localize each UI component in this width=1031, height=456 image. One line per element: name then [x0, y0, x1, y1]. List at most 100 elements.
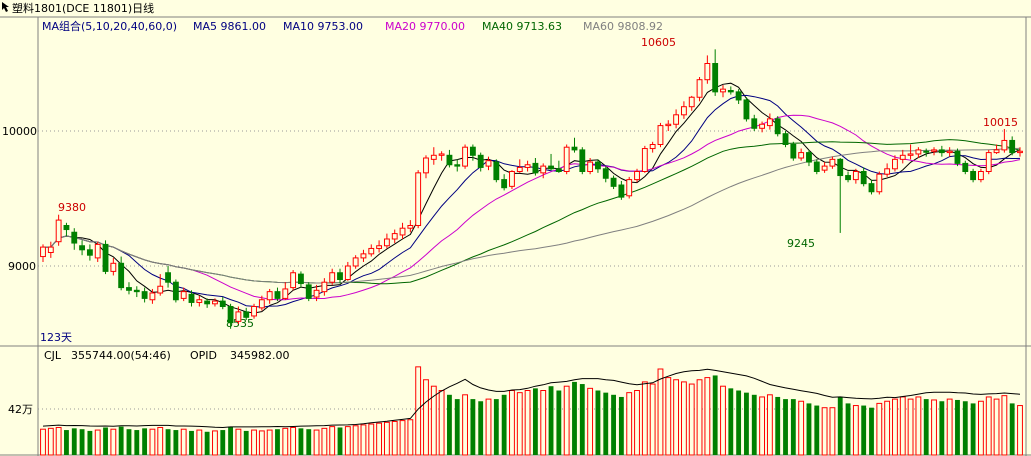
candle-body	[680, 106, 687, 116]
candle-body	[149, 292, 156, 301]
annot-mid-low: 9245	[787, 237, 815, 250]
candle-body	[868, 183, 875, 193]
candle	[63, 222, 70, 237]
volume-bar	[399, 420, 406, 456]
candle-body	[360, 253, 367, 259]
volume-bar	[79, 429, 85, 455]
candle-body	[602, 168, 609, 179]
volume-bar	[587, 387, 594, 456]
candle-body	[86, 249, 93, 256]
candle-body	[352, 257, 359, 267]
arrow-icon[interactable]	[2, 2, 9, 12]
candle	[126, 282, 132, 295]
candle	[477, 152, 484, 172]
candle	[759, 121, 765, 133]
candle-body	[579, 149, 586, 172]
volume-bar	[876, 402, 883, 456]
candle-body	[282, 288, 289, 299]
candle	[196, 295, 203, 307]
candle-body	[524, 164, 531, 168]
candle	[790, 141, 797, 161]
volume-bar	[204, 431, 210, 455]
candle-body	[923, 150, 930, 153]
ma-label-1: MA10 9753.00	[283, 20, 363, 33]
volume-bar	[790, 399, 796, 455]
volume-bar	[306, 429, 312, 455]
candle	[305, 282, 312, 302]
candle-body	[55, 219, 62, 243]
volume-bar	[478, 401, 484, 455]
volume-bar	[751, 394, 757, 455]
candle	[727, 86, 734, 95]
volume-bar	[665, 377, 672, 456]
candle	[1009, 136, 1016, 156]
volume-bar	[548, 386, 554, 455]
candle	[360, 249, 367, 262]
candle-body	[462, 146, 468, 167]
volume-bar	[563, 385, 570, 456]
volume-bar	[923, 399, 929, 455]
candle	[462, 144, 468, 169]
volume-bar	[869, 407, 874, 455]
candle-body	[47, 246, 54, 254]
candle	[391, 229, 398, 244]
annot-peak: 10605	[641, 36, 676, 49]
volume-bar	[720, 385, 726, 456]
volume-bar	[993, 398, 1000, 456]
candle-body	[493, 161, 500, 181]
volume-bar	[680, 381, 687, 456]
volume-bar	[212, 430, 218, 456]
candle-body	[618, 184, 625, 198]
ma40-line	[43, 139, 1021, 285]
volume-bar	[688, 383, 695, 456]
candle	[688, 95, 695, 111]
candle	[876, 171, 883, 195]
ma5-line	[43, 82, 1021, 314]
volume-bar	[649, 383, 656, 456]
candle-body	[274, 291, 281, 299]
y-tick-10000: 10000	[2, 125, 37, 138]
candle	[774, 116, 781, 137]
candle-body	[782, 133, 789, 145]
volume-bar	[383, 421, 390, 456]
candle-body	[485, 160, 492, 167]
candle-body	[40, 246, 46, 258]
volume-bar	[766, 394, 773, 456]
volume-bar	[845, 403, 851, 455]
volume-bar	[712, 375, 718, 455]
candle-body	[806, 152, 812, 163]
candle-body	[227, 306, 234, 324]
candle	[970, 168, 977, 183]
candle	[813, 159, 820, 175]
cjl-label: CJL	[44, 349, 62, 362]
volume-bar	[806, 403, 812, 455]
candle	[1017, 147, 1023, 157]
candle	[680, 101, 687, 119]
candle-body	[595, 161, 601, 170]
volume-bar	[1009, 403, 1015, 455]
candle-body	[235, 311, 242, 322]
volume-bar	[861, 405, 867, 455]
candle	[321, 278, 328, 296]
volume-bar	[899, 396, 906, 456]
candle-body	[845, 175, 851, 181]
open-interest-line	[42, 368, 1021, 429]
candle	[954, 148, 961, 167]
volume-bar	[970, 403, 976, 455]
candle-body	[954, 150, 961, 164]
candle	[298, 271, 304, 288]
candle	[985, 149, 992, 175]
candle-body	[892, 158, 898, 170]
candle	[251, 303, 257, 319]
volume-bar	[962, 401, 968, 455]
volume-bar	[759, 396, 765, 456]
candle	[165, 266, 171, 288]
candle-body	[899, 154, 906, 160]
candle	[258, 295, 265, 311]
candle-body	[555, 168, 562, 173]
volume-bar	[1017, 405, 1023, 456]
candle	[430, 147, 437, 165]
candle	[845, 171, 851, 183]
volume-bar	[884, 400, 891, 456]
opi-path	[42, 368, 1021, 429]
